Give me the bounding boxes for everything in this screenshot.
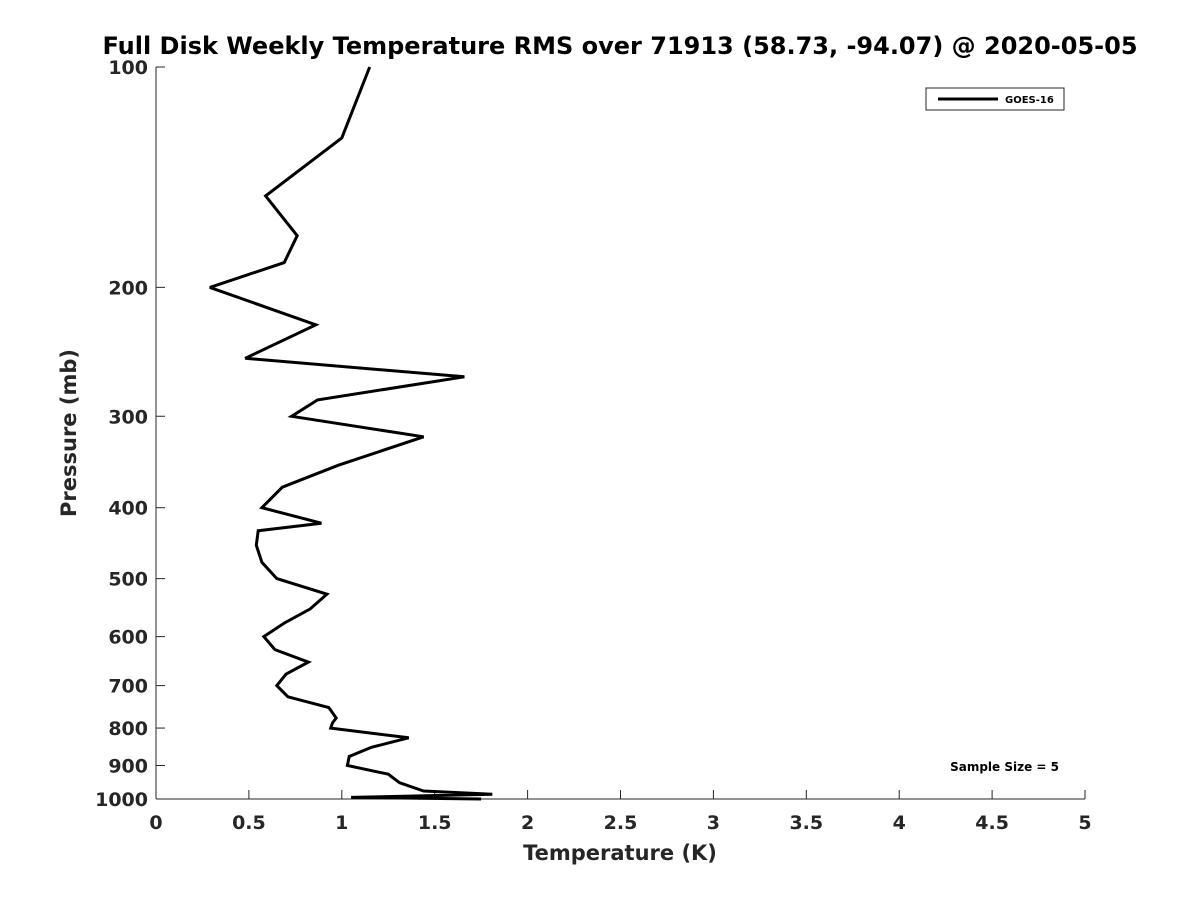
x-tick-label: 2.5 (604, 812, 638, 834)
legend-label: GOES-16 (1005, 95, 1054, 106)
x-tick-label: 2 (521, 812, 534, 834)
y-tick-label: 400 (108, 498, 148, 520)
chart-title: Full Disk Weekly Temperature RMS over 71… (102, 32, 1137, 60)
y-tick-label: 800 (108, 718, 148, 740)
x-tick-label: 3 (707, 812, 720, 834)
x-tick-label: 4.5 (975, 812, 1009, 834)
y-tick-label: 1000 (95, 789, 148, 811)
x-tick-label: 1.5 (418, 812, 452, 834)
ticks: 0 0.5 1 1.5 2 2.5 3 3.5 4 4.5 5 100 200 300 400 500 600 7… (95, 57, 1092, 834)
y-tick-label: 100 (108, 57, 148, 79)
y-tick-label: 500 (108, 569, 148, 591)
y-tick-label: 300 (108, 406, 148, 428)
legend: GOES-16 (925, 87, 1065, 111)
x-tick-label: 5 (1078, 812, 1091, 834)
series-line-goes-16 (209, 66, 493, 801)
y-axis-label: Pressure (mb) (57, 349, 81, 517)
series-group (209, 66, 493, 801)
y-tick-label: 700 (108, 676, 148, 698)
y-tick-label: 600 (108, 627, 148, 649)
x-tick-label: 0 (149, 812, 162, 834)
y-tick-label: 200 (108, 277, 148, 299)
x-tick-label: 4 (893, 812, 906, 834)
y-tick-label: 900 (108, 756, 148, 778)
sample-size-note: Sample Size = 5 (950, 760, 1059, 774)
x-tick-label: 3.5 (789, 812, 823, 834)
x-tick-label: 0.5 (232, 812, 266, 834)
x-axis-label: Temperature (K) (523, 841, 717, 865)
x-tick-label: 1 (335, 812, 348, 834)
axes (155, 67, 1085, 800)
